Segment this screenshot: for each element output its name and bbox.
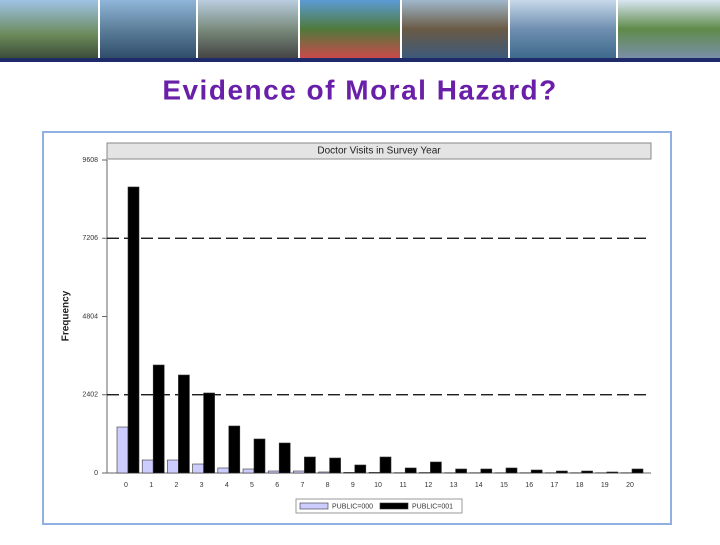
bar [319,472,330,473]
bar [556,471,567,473]
bar [128,187,139,473]
bar [582,471,593,473]
x-tick-label: 8 [326,482,330,489]
banner-photo [510,0,616,58]
x-tick-label: 6 [275,482,279,489]
legend-swatch [300,503,328,509]
x-tick-label: 5 [250,482,254,489]
x-tick-label: 19 [601,482,609,489]
x-tick-label: 17 [551,482,559,489]
bar [153,365,164,473]
banner-photo [100,0,196,58]
legend: PUBLIC=000 PUBLIC=001 [296,499,462,513]
legend-label: PUBLIC=000 [332,503,373,510]
banner-rule [0,58,720,62]
bar [607,472,618,473]
x-tick-label: 7 [300,482,304,489]
banner-photo [402,0,508,58]
bar [430,462,441,473]
x-tick-label: 16 [525,482,533,489]
x-tick-label: 11 [400,482,407,489]
x-tick-label: 15 [500,482,508,489]
bar [355,465,366,473]
bar [268,471,279,473]
x-tick-label: 4 [225,482,229,489]
bar [243,469,254,473]
bar [304,457,315,473]
bar [178,375,189,473]
y-tick-label: 7206 [82,235,98,242]
x-tick-label: 9 [351,482,355,489]
bar [506,468,517,473]
y-tick-label: 9608 [82,157,98,164]
bar [293,471,304,473]
bar [142,460,153,473]
bar [481,469,492,473]
banner-photo [300,0,400,58]
chart-title: Doctor Visits in Survey Year [317,146,441,157]
x-tick-label: 18 [576,482,584,489]
bar [531,470,542,473]
x-tick-label: 0 [124,482,128,489]
bar [380,457,391,473]
y-tick-label: 2402 [82,392,98,399]
banner [0,0,720,62]
bar [218,468,229,473]
bar [229,426,240,473]
bar [330,458,341,473]
bar [405,468,416,473]
banner-photo [198,0,298,58]
banner-photo [618,0,720,58]
legend-swatch [380,503,408,509]
bar [344,472,355,473]
legend-label: PUBLIC=001 [412,503,453,510]
x-tick-label: 12 [425,482,433,489]
y-axis-label: Frequency [61,290,72,341]
y-tick-label: 0 [94,470,98,477]
bar [632,469,643,473]
x-tick-label: 2 [174,482,178,489]
x-tick-label: 10 [374,482,382,489]
bar [117,427,128,473]
slide-title: Evidence of Moral Hazard? [162,74,557,105]
bar [254,439,265,473]
bar [204,393,215,473]
bar [167,460,178,473]
x-tick-label: 1 [149,482,153,489]
bar [369,472,380,473]
x-tick-label: 13 [450,482,458,489]
banner-photo [0,0,98,58]
y-tick-label: 4804 [82,313,98,320]
x-tick-label: 20 [626,482,634,489]
bar [193,464,204,473]
x-tick-label: 3 [200,482,204,489]
bar [279,443,290,473]
bar [456,469,467,473]
x-tick-label: 14 [475,482,483,489]
